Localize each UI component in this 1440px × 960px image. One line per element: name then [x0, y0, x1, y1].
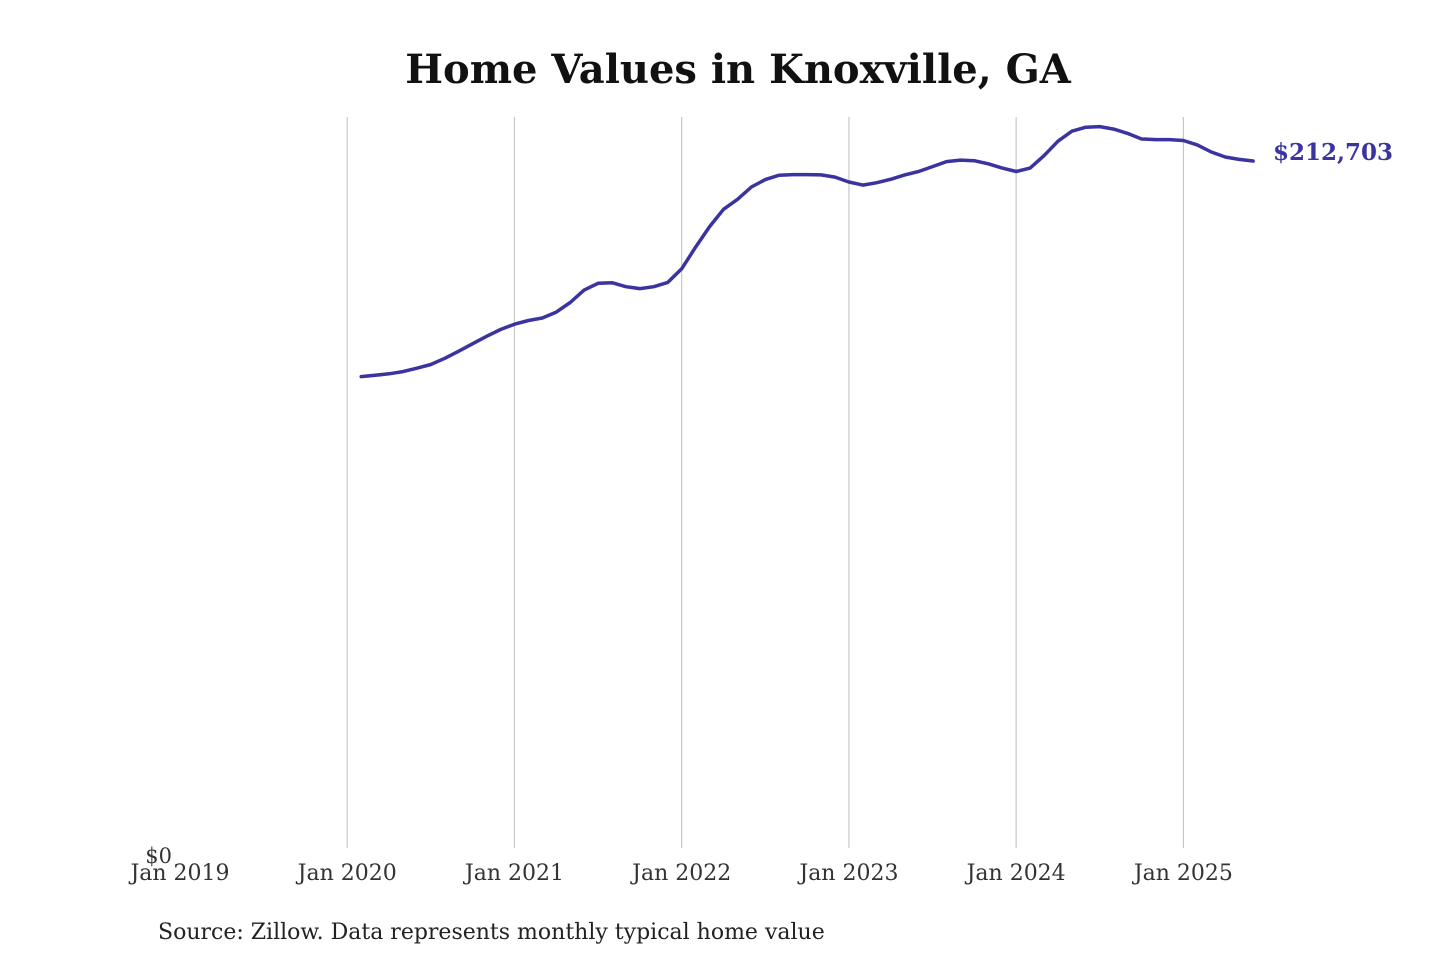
- y-tick-label-0: $0: [145, 844, 172, 868]
- chart-title: Home Values in Knoxville, GA: [405, 46, 1071, 93]
- plot-area: [359, 124, 1255, 379]
- x-axis-ticks: Jan 2019 Jan 2020 Jan 2021 Jan 2022 Jan 2023…: [128, 861, 1232, 886]
- y-axis-ticks: $0: [145, 844, 172, 868]
- x-tick-label-2024: Jan 2024: [965, 861, 1066, 886]
- end-value-label: $212,703: [1273, 139, 1393, 166]
- x-tick-label-2022: Jan 2022: [630, 861, 731, 886]
- gridlines: [346, 117, 1184, 848]
- series-line: [359, 124, 1255, 379]
- source-note: Source: Zillow. Data represents monthly …: [158, 920, 825, 945]
- x-tick-label-2021: Jan 2021: [463, 861, 564, 886]
- x-tick-label-2025: Jan 2025: [1132, 861, 1233, 886]
- x-tick-label-2020: Jan 2020: [296, 861, 397, 886]
- x-tick-label-2019: Jan 2019: [128, 861, 229, 886]
- x-tick-label-2023: Jan 2023: [797, 861, 898, 886]
